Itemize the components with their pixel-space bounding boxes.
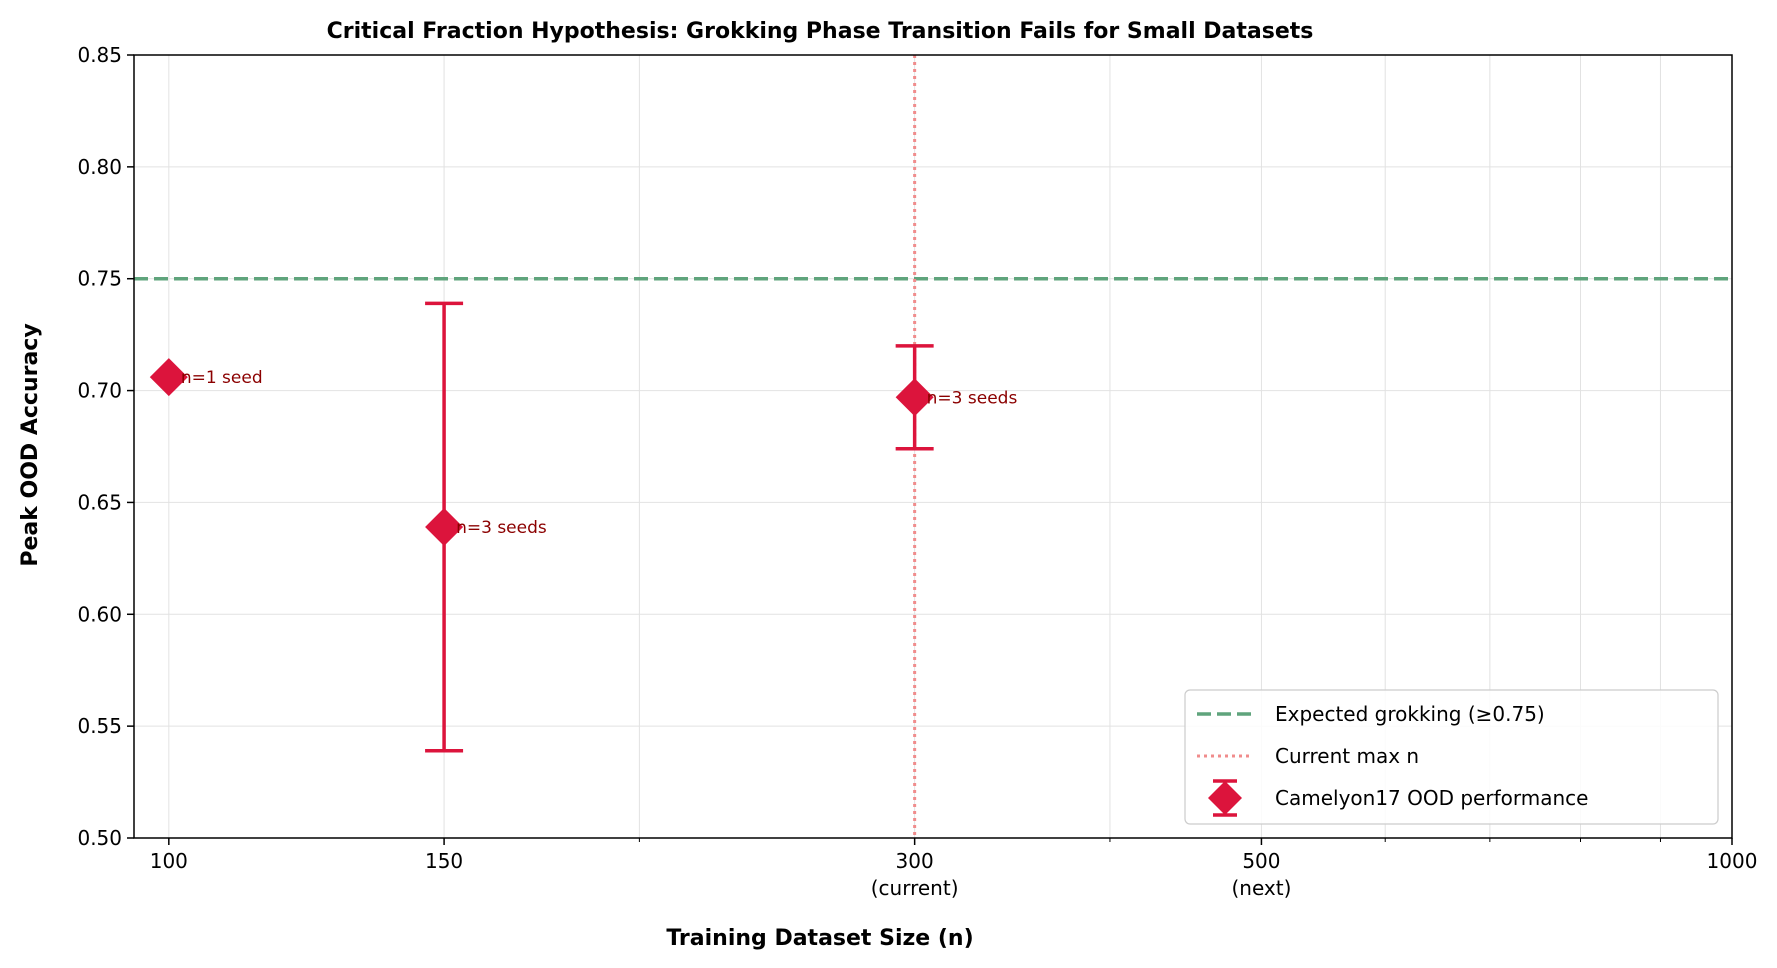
data-point-1	[425, 508, 464, 547]
x-tick-label-4: 1000	[1707, 849, 1758, 873]
point-annotation-1: n=3 seeds	[456, 518, 547, 538]
y-tick-label-3: 0.65	[77, 490, 122, 514]
tick-labels: 0.50 0.55 0.60 0.65 0.70 0.75 0.80 0.85 100 150 30…	[77, 43, 1757, 900]
legend-label-series: Camelyon17 OOD performance	[1275, 786, 1588, 810]
x-tick-label-3: 500	[1242, 849, 1280, 873]
chart-title: Critical Fraction Hypothesis: Grokking P…	[327, 19, 1314, 44]
y-axis-label: Peak OOD Accuracy	[18, 323, 43, 566]
y-tick-label-2: 0.60	[77, 602, 122, 626]
legend-box	[1184, 689, 1719, 825]
data-point-0	[149, 358, 188, 397]
y-tick-label-1: 0.55	[77, 714, 122, 738]
y-tick-label-0: 0.50	[77, 826, 122, 850]
axes	[127, 54, 1733, 845]
legend: Expected grokking (≥0.75) Current max n Ca…	[1184, 689, 1719, 825]
legend-label-expected: Expected grokking (≥0.75)	[1275, 702, 1545, 726]
data-points: n=1 seed n=3 seeds n=3 seeds	[149, 301, 1018, 753]
plot-frame	[133, 54, 1733, 839]
x-tick-sublabel-2: (current)	[871, 876, 959, 900]
x-tick-sublabel-3: (next)	[1231, 876, 1291, 900]
reference-lines	[134, 55, 1732, 838]
x-axis-label: Training Dataset Size (n)	[666, 926, 973, 951]
y-tick-label-5: 0.75	[77, 267, 122, 291]
y-tick-label-4: 0.70	[77, 379, 122, 403]
x-tick-label-1: 150	[425, 849, 463, 873]
point-annotation-0: n=1 seed	[181, 368, 263, 388]
x-tick-label-2: 300	[896, 849, 934, 873]
point-annotation-2: n=3 seeds	[927, 388, 1018, 408]
y-tick-label-7: 0.85	[77, 43, 122, 67]
legend-swatch-diamond	[1208, 781, 1242, 815]
legend-label-current: Current max n	[1275, 744, 1419, 768]
data-point-2	[895, 378, 934, 417]
x-tick-label-0: 100	[150, 849, 188, 873]
y-tick-label-6: 0.80	[77, 155, 122, 179]
